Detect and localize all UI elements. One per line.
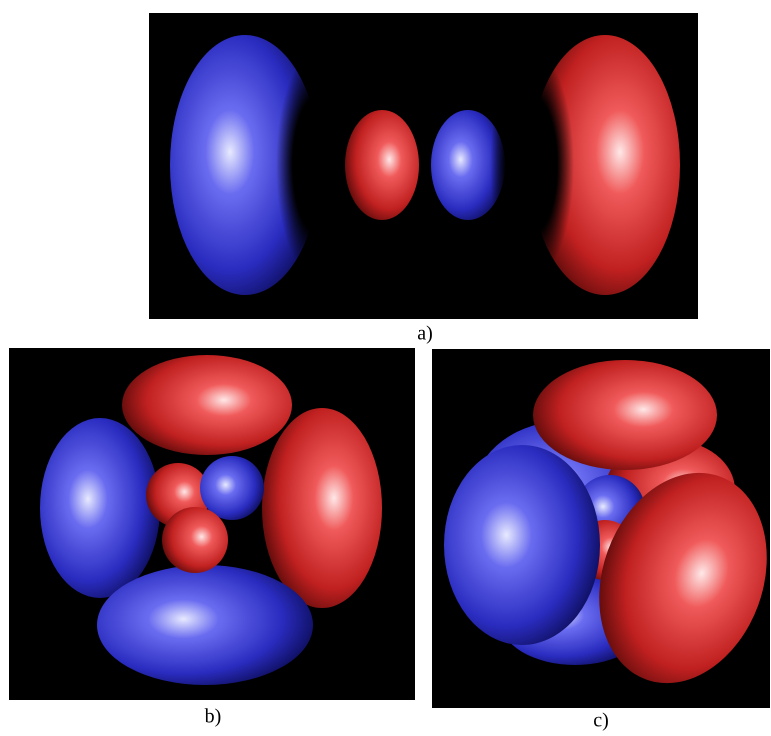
panel-label: c) xyxy=(593,710,609,732)
red-lobe xyxy=(533,360,717,470)
blue-lobe xyxy=(444,445,600,645)
panel-b xyxy=(9,348,415,700)
panel-c xyxy=(432,349,771,708)
red-lobe xyxy=(122,355,292,455)
blue-lobe xyxy=(97,565,313,685)
figure: a) b) c) xyxy=(0,0,771,736)
red-lobe xyxy=(262,408,382,608)
red-lobe xyxy=(162,507,228,573)
panel-a xyxy=(149,13,698,319)
shadow xyxy=(490,50,574,280)
blue-lobe xyxy=(200,456,264,520)
panel-label: b) xyxy=(205,706,222,728)
red-lobe xyxy=(345,110,419,220)
panel-label: a) xyxy=(417,323,433,345)
blue-lobe xyxy=(40,418,160,598)
